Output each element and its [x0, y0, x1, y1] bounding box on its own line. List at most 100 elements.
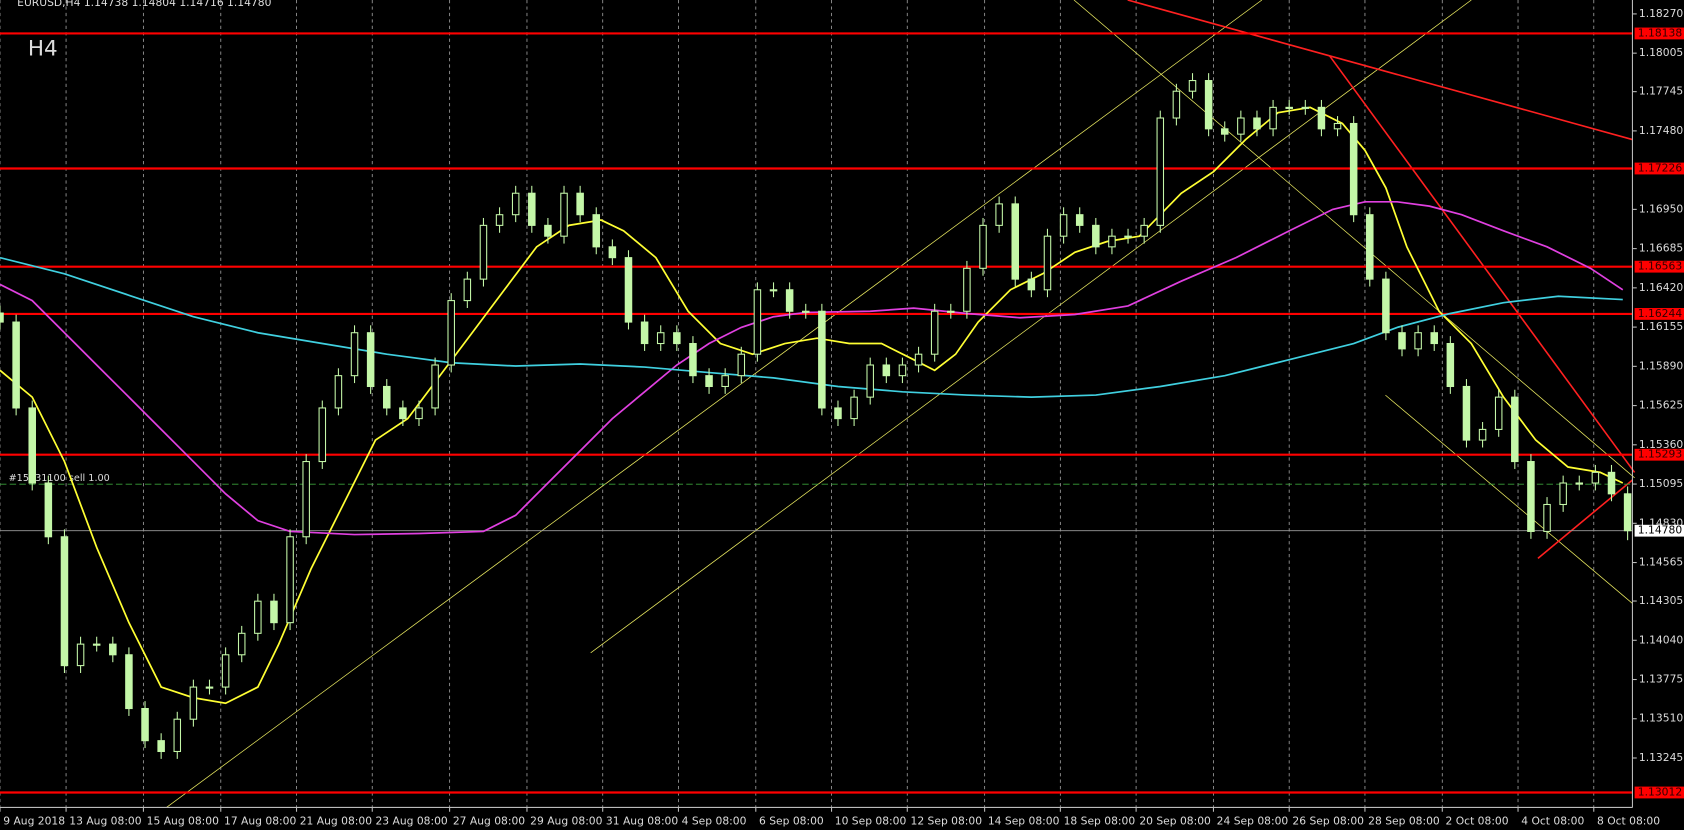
- candle-body: [399, 407, 407, 420]
- candle-body: [173, 718, 182, 753]
- candle-body: [1285, 106, 1293, 109]
- y-tick-label: 1.14565: [1639, 556, 1683, 569]
- candle-body: [1414, 332, 1422, 350]
- candle-body: [769, 289, 778, 292]
- candle-body: [528, 192, 536, 226]
- trend-line: [1537, 479, 1633, 559]
- candle-body: [801, 310, 810, 313]
- candle-body: [1092, 224, 1100, 248]
- candle-body: [1156, 117, 1165, 226]
- x-tick-label: 4 Sep 08:00: [682, 814, 747, 827]
- candle-body: [1043, 235, 1052, 291]
- level-label: 1.16563: [1638, 260, 1682, 273]
- y-tick-label: 1.15095: [1639, 477, 1683, 490]
- candle-body: [979, 224, 987, 269]
- y-tick-label: 1.17745: [1639, 85, 1683, 98]
- y-tick-label: 1.18005: [1639, 46, 1683, 59]
- candle-body: [1559, 482, 1567, 506]
- candle-body: [141, 708, 149, 742]
- candle-body: [640, 321, 649, 345]
- level-label-box: [1634, 308, 1684, 320]
- candle-body: [834, 407, 842, 420]
- y-tick-label: 1.13510: [1639, 712, 1684, 725]
- current-price-box: [1634, 524, 1684, 537]
- candle-body: [318, 407, 327, 463]
- timeframe-label: H4: [28, 36, 58, 61]
- candle-body: [447, 300, 455, 366]
- y-tick-label: 1.18270: [1639, 7, 1684, 20]
- y-tick-label: 1.14040: [1639, 633, 1684, 646]
- candle-body: [1543, 503, 1551, 532]
- candle-body: [1494, 396, 1503, 430]
- candle-body: [576, 192, 584, 216]
- y-tick-label: 1.13775: [1639, 673, 1683, 686]
- candle-body: [753, 289, 762, 355]
- candle-body: [1075, 214, 1084, 226]
- candle-body: [1623, 493, 1632, 532]
- candle-body: [1140, 224, 1148, 237]
- candle-body: [1269, 106, 1277, 130]
- candle-body: [0, 312, 4, 323]
- candle-body: [608, 246, 617, 259]
- moving-average: [0, 106, 1624, 705]
- candle-body: [866, 364, 874, 398]
- candle-body: [1446, 342, 1455, 388]
- x-tick-label: 15 Aug 08:00: [147, 814, 219, 827]
- trend-line: [1328, 55, 1636, 473]
- x-tick-label: 21 Aug 08:00: [300, 814, 372, 827]
- candle-body: [1301, 106, 1310, 109]
- x-tick-label: 6 Sep 08:00: [759, 814, 824, 827]
- candle-body: [350, 332, 359, 377]
- chart-header: EURUSD,H4 1.14738 1.14804 1.14716 1.1478…: [17, 0, 271, 9]
- candle-body: [1382, 278, 1390, 334]
- channel-line: [1385, 394, 1633, 604]
- candle-body: [270, 600, 278, 624]
- x-tick-label: 13 Aug 08:00: [69, 814, 141, 827]
- y-tick-label: 1.17480: [1639, 124, 1684, 137]
- x-tick-label: 29 Aug 08:00: [530, 814, 602, 827]
- candle-body: [995, 203, 1003, 226]
- candle-body: [415, 407, 423, 420]
- candle-body: [366, 332, 375, 388]
- trend-line: [1127, 0, 1633, 141]
- level-label-box: [1634, 448, 1684, 461]
- level-label: 1.16244: [1638, 307, 1683, 320]
- x-tick-label: 23 Aug 08:00: [375, 814, 447, 827]
- candle-body: [1011, 203, 1020, 280]
- candle-body: [737, 353, 746, 377]
- y-tick-label: 1.16155: [1639, 320, 1683, 333]
- candle-body: [1124, 235, 1132, 238]
- candle-body: [463, 278, 472, 302]
- candle-body: [1511, 396, 1519, 463]
- candle-body: [511, 192, 520, 216]
- candle-body: [157, 740, 165, 753]
- candle-body: [1575, 482, 1584, 485]
- candle-body: [383, 385, 391, 409]
- current-price-label: 1.14780: [1638, 524, 1683, 537]
- candle-body: [689, 342, 697, 377]
- y-tick-label: 1.15890: [1639, 359, 1684, 372]
- level-label-box: [1634, 162, 1684, 175]
- candle-body: [882, 364, 891, 377]
- candles: [0, 73, 1632, 759]
- candle-body: [479, 224, 488, 280]
- candle-body: [656, 332, 665, 345]
- x-tick-label: 24 Sep 08:00: [1217, 814, 1289, 827]
- candle-body: [1317, 106, 1326, 130]
- x-tick-label: 8 Oct 08:00: [1597, 814, 1660, 827]
- candle-body: [1172, 90, 1181, 119]
- y-tick-label: 1.16685: [1639, 242, 1683, 255]
- y-tick-label: 1.16950: [1639, 202, 1684, 215]
- candle-body: [221, 654, 230, 688]
- candle-body: [28, 407, 36, 484]
- level-label-box: [1634, 260, 1684, 273]
- candle-body: [1027, 278, 1036, 291]
- levels: #15931100 sell 1.00: [0, 32, 1633, 794]
- candle-body: [1430, 332, 1438, 345]
- candle-body: [898, 364, 907, 377]
- candle-body: [286, 536, 294, 624]
